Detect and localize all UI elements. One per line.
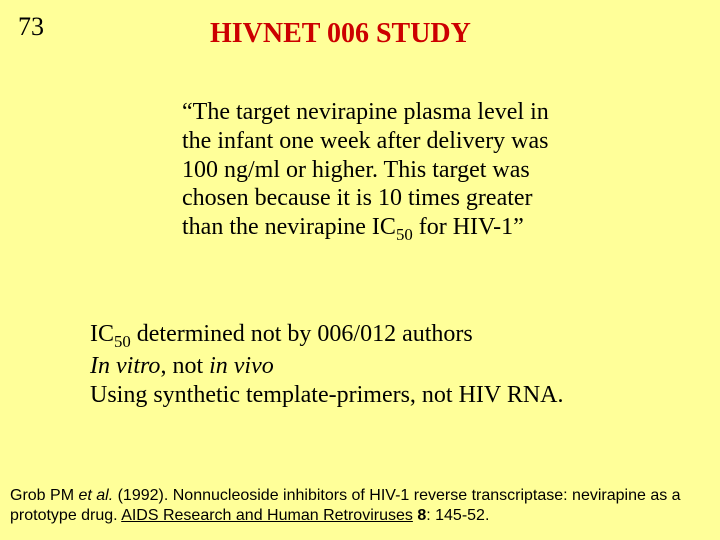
quote-block: “The target nevirapine plasma level in t… <box>182 98 552 245</box>
citation-journal: AIDS Research and Human Retroviruses <box>121 507 413 524</box>
citation-authors: Grob PM <box>10 487 78 504</box>
notes-line2-prefix: In vitro <box>90 353 160 379</box>
notes-line-3: Using synthetic template-primers, not HI… <box>90 381 563 410</box>
notes-line1-suffix: determined not by 006/012 authors <box>131 321 473 347</box>
notes-line2-suffix: in vivo <box>209 353 274 379</box>
quote-suffix: for HIV-1” <box>413 214 524 240</box>
notes-line-1: IC50 determined not by 006/012 authors <box>90 320 563 352</box>
citation-authors-italic: et al. <box>78 487 113 504</box>
quote-sub: 50 <box>396 225 413 244</box>
notes-line1-sub: 50 <box>114 332 131 351</box>
citation-pages: : 145-52. <box>426 507 489 524</box>
notes-line2-mid: , not <box>160 353 209 379</box>
slide-title: HIVNET 006 STUDY <box>210 18 471 50</box>
notes-line-2: In vitro, not in vivo <box>90 352 563 381</box>
notes-block: IC50 determined not by 006/012 authors I… <box>90 320 563 410</box>
citation: Grob PM et al. (1992). Nonnucleoside inh… <box>10 486 710 526</box>
notes-line1-prefix: IC <box>90 321 114 347</box>
page-number: 73 <box>18 12 44 42</box>
citation-volume: 8 <box>417 507 426 524</box>
